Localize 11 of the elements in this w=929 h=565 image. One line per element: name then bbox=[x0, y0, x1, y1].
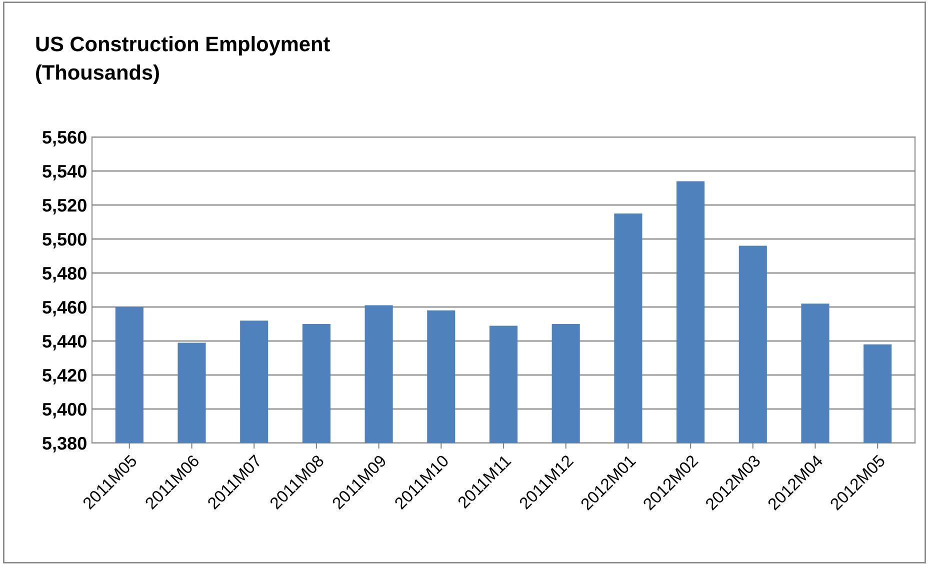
y-tick-label: 5,460 bbox=[42, 300, 86, 316]
y-tick-label: 5,380 bbox=[42, 436, 86, 452]
chart-title: US Construction Employment (Thousands) bbox=[36, 36, 330, 84]
y-tick-label: 5,400 bbox=[42, 402, 86, 418]
y-tick-label: 5,440 bbox=[42, 334, 86, 350]
y-tick-label: 5,500 bbox=[42, 232, 86, 248]
y-tick-label: 5,420 bbox=[42, 368, 86, 384]
y-tick-label: 5,480 bbox=[42, 266, 86, 282]
y-tick-label: 5,560 bbox=[42, 130, 86, 146]
y-tick-label: 5,520 bbox=[42, 198, 86, 214]
y-tick-label: 5,540 bbox=[42, 164, 86, 180]
